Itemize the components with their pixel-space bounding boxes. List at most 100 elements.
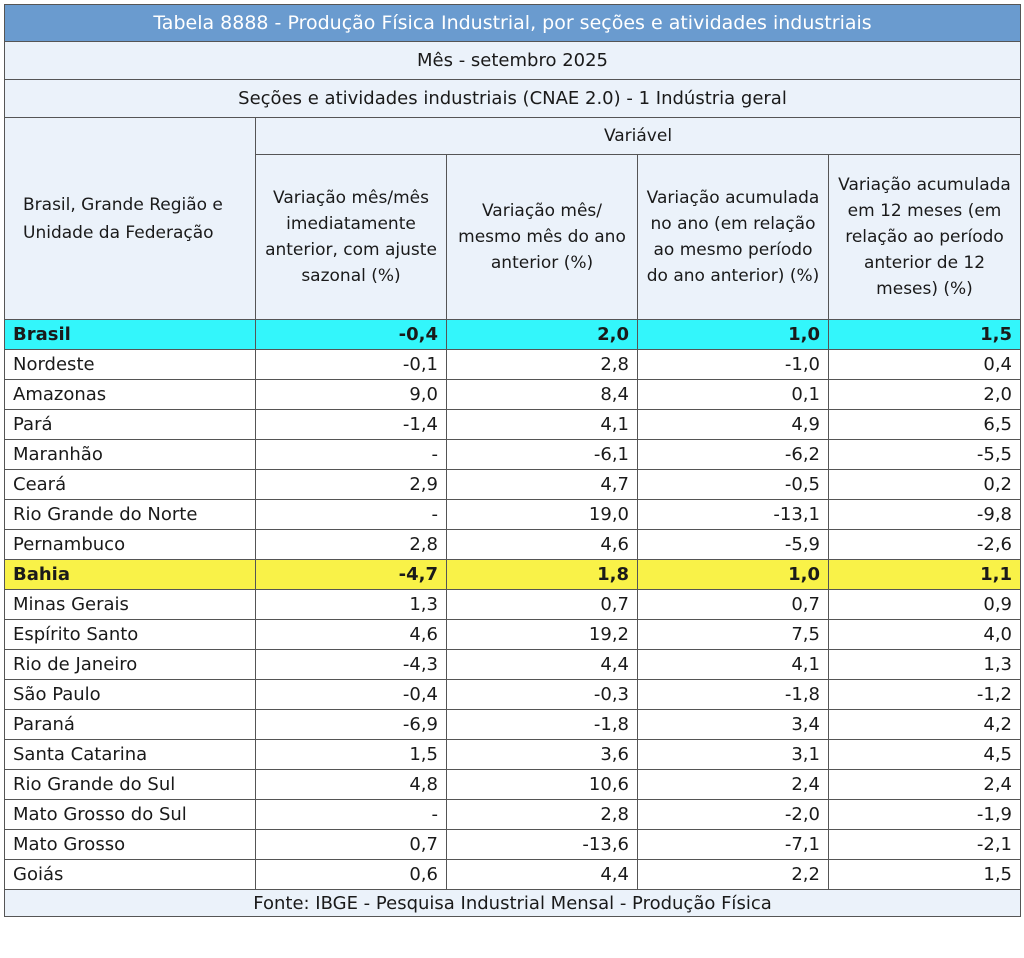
value-cell: 4,1 — [637, 649, 829, 680]
table-row: Minas Gerais 1,3 0,7 0,7 0,9 — [4, 589, 1022, 620]
region-name-cell: Nordeste — [4, 349, 256, 380]
table-row: Nordeste -0,1 2,8 -1,0 0,4 — [4, 349, 1022, 380]
value-cell: 1,1 — [827, 559, 1022, 590]
value-cell: 1,3 — [255, 589, 447, 620]
value-cell: 3,4 — [637, 709, 829, 740]
value-cell: - — [255, 499, 447, 530]
value-cell: 8,4 — [446, 379, 638, 410]
value-cell: 0,4 — [827, 349, 1022, 380]
row-header: Brasil, Grande Região e Unidade da Feder… — [4, 117, 256, 320]
value-cell: 7,5 — [637, 619, 829, 650]
table-row: Pará -1,4 4,1 4,9 6,5 — [4, 409, 1022, 440]
table-row: Goiás 0,6 4,4 2,2 1,5 — [4, 859, 1022, 890]
production-table-container: Tabela 8888 - Produção Física Industrial… — [3, 4, 1022, 917]
column-header-12-months: Variação acumulada em 12 meses (em relaç… — [827, 154, 1022, 320]
value-cell: 2,4 — [827, 769, 1022, 800]
region-name-cell: Paraná — [4, 709, 256, 740]
value-cell: 6,5 — [827, 409, 1022, 440]
value-cell: 2,8 — [255, 529, 447, 560]
table-row: Paraná -6,9 -1,8 3,4 4,2 — [4, 709, 1022, 740]
region-name-cell: São Paulo — [4, 679, 256, 710]
month-label: Mês - setembro 2025 — [3, 41, 1022, 80]
value-cell: 3,6 — [446, 739, 638, 770]
value-cell: -6,9 — [255, 709, 447, 740]
value-cell: 1,0 — [637, 559, 829, 590]
value-cell: 0,7 — [637, 589, 829, 620]
value-cell: -5,5 — [827, 439, 1022, 470]
value-cell: 1,8 — [446, 559, 638, 590]
value-cell: -1,8 — [637, 679, 829, 710]
column-header-yoy-month: Variação mês/ mesmo mês do ano anterior … — [446, 154, 638, 320]
value-cell: 4,1 — [446, 409, 638, 440]
value-cell: -0,4 — [255, 679, 447, 710]
value-cell: 2,0 — [446, 319, 638, 350]
region-name-cell: Pernambuco — [4, 529, 256, 560]
value-cell: 19,0 — [446, 499, 638, 530]
value-cell: -0,3 — [446, 679, 638, 710]
column-header-mom-seasonal: Variação mês/mês imediatamente anterior,… — [255, 154, 447, 320]
table-row: Espírito Santo 4,6 19,2 7,5 4,0 — [4, 619, 1022, 650]
value-cell: 3,1 — [637, 739, 829, 770]
table-row: São Paulo -0,4 -0,3 -1,8 -1,2 — [4, 679, 1022, 710]
table-row: Rio Grande do Sul 4,8 10,6 2,4 2,4 — [4, 769, 1022, 800]
value-cell: -1,9 — [827, 799, 1022, 830]
region-name-cell: Brasil — [4, 319, 256, 350]
region-name-cell: Ceará — [4, 469, 256, 500]
value-cell: 4,5 — [827, 739, 1022, 770]
value-cell: 0,9 — [827, 589, 1022, 620]
value-cell: 4,6 — [446, 529, 638, 560]
table-row: Santa Catarina 1,5 3,6 3,1 4,5 — [4, 739, 1022, 770]
source-note: Fonte: IBGE - Pesquisa Industrial Mensal… — [3, 889, 1022, 917]
value-cell: 2,8 — [446, 799, 638, 830]
value-cell: 0,7 — [446, 589, 638, 620]
region-name-cell: Bahia — [4, 559, 256, 590]
table-row: Rio de Janeiro -4,3 4,4 4,1 1,3 — [4, 649, 1022, 680]
region-name-cell: Rio Grande do Norte — [4, 499, 256, 530]
value-cell: 4,6 — [255, 619, 447, 650]
value-cell: - — [255, 439, 447, 470]
table-row: Bahia -4,7 1,8 1,0 1,1 — [4, 559, 1022, 590]
variable-header: Variável — [254, 117, 1022, 155]
region-name-cell: Rio de Janeiro — [4, 649, 256, 680]
value-cell: 1,5 — [255, 739, 447, 770]
value-cell: 9,0 — [255, 379, 447, 410]
value-cell: -9,8 — [827, 499, 1022, 530]
section-label: Seções e atividades industriais (CNAE 2.… — [3, 79, 1022, 118]
value-cell: 2,4 — [637, 769, 829, 800]
region-name-cell: Santa Catarina — [4, 739, 256, 770]
table-row: Amazonas 9,0 8,4 0,1 2,0 — [4, 379, 1022, 410]
value-cell: 2,9 — [255, 469, 447, 500]
table-row: Brasil -0,4 2,0 1,0 1,5 — [4, 319, 1022, 350]
value-cell: 1,0 — [637, 319, 829, 350]
table-title: Tabela 8888 - Produção Física Industrial… — [3, 4, 1022, 42]
value-cell: -13,6 — [446, 829, 638, 860]
region-name-cell: Rio Grande do Sul — [4, 769, 256, 800]
region-name-cell: Amazonas — [4, 379, 256, 410]
region-name-cell: Minas Gerais — [4, 589, 256, 620]
value-cell: 19,2 — [446, 619, 638, 650]
value-cell: 1,3 — [827, 649, 1022, 680]
value-cell: -4,3 — [255, 649, 447, 680]
value-cell: - — [255, 799, 447, 830]
value-cell: -6,2 — [637, 439, 829, 470]
table-row: Pernambuco 2,8 4,6 -5,9 -2,6 — [4, 529, 1022, 560]
value-cell: 0,2 — [827, 469, 1022, 500]
value-cell: 4,4 — [446, 859, 638, 890]
region-name-cell: Maranhão — [4, 439, 256, 470]
value-cell: -2,0 — [637, 799, 829, 830]
value-cell: -1,0 — [637, 349, 829, 380]
value-cell: -2,1 — [827, 829, 1022, 860]
value-cell: -1,8 — [446, 709, 638, 740]
table-row: Rio Grande do Norte -19,0 -13,1 -9,8 — [4, 499, 1022, 530]
value-cell: -0,4 — [255, 319, 447, 350]
table-row: Maranhão - -6,1 -6,2 -5,5 — [4, 439, 1022, 470]
value-cell: -1,2 — [827, 679, 1022, 710]
table-row: Ceará 2,9 4,7 -0,5 0,2 — [4, 469, 1022, 500]
value-cell: 4,8 — [255, 769, 447, 800]
value-cell: 4,9 — [637, 409, 829, 440]
value-cell: -5,9 — [637, 529, 829, 560]
value-cell: 1,5 — [827, 859, 1022, 890]
region-name-cell: Pará — [4, 409, 256, 440]
value-cell: 4,7 — [446, 469, 638, 500]
value-cell: 10,6 — [446, 769, 638, 800]
